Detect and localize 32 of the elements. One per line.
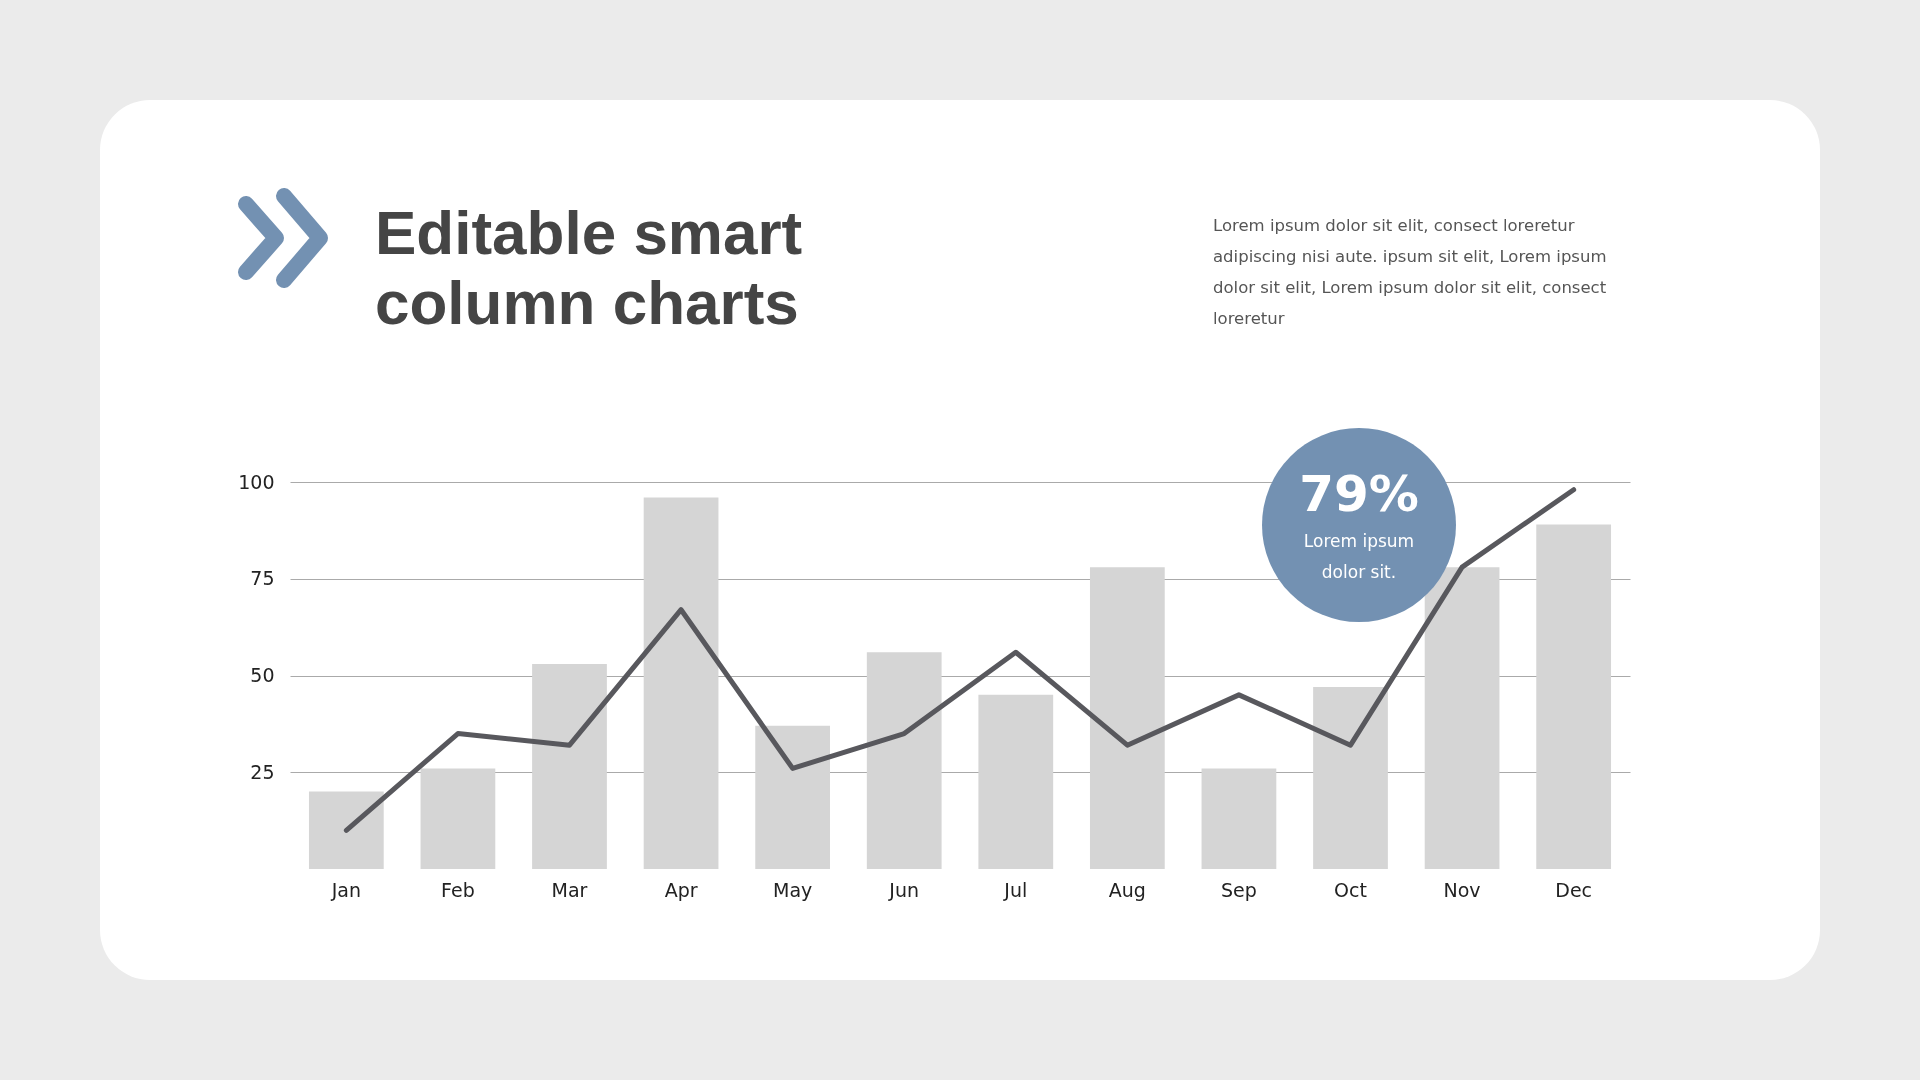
y-tick-label: 75 xyxy=(250,567,275,590)
annotation: 79% xyxy=(1298,465,1420,523)
bar xyxy=(643,497,719,869)
bar xyxy=(420,768,496,869)
bar xyxy=(1201,768,1277,869)
bar xyxy=(532,663,607,869)
x-tick-label: Apr xyxy=(664,878,698,901)
x-tick-label: Oct xyxy=(1334,878,1367,901)
x-tick-label: Sep xyxy=(1221,878,1257,901)
bar xyxy=(1089,567,1165,869)
x-tick-label: Jan xyxy=(330,878,361,901)
x-tick-label: Mar xyxy=(551,878,588,901)
bar xyxy=(1536,524,1612,869)
x-tick-label: Feb xyxy=(441,878,475,901)
bar xyxy=(755,725,831,869)
annotation: Lorem ipsum dolor sit. xyxy=(1302,530,1416,584)
x-tick-label: May xyxy=(773,878,813,901)
bar xyxy=(1424,567,1500,869)
x-tick-label: Nov xyxy=(1443,878,1481,901)
x-tick-label: Jun xyxy=(888,878,920,901)
y-tick-label: 50 xyxy=(250,664,275,686)
bar xyxy=(978,694,1054,869)
y-tick-label: 25 xyxy=(250,760,275,783)
x-tick-label: Jul xyxy=(1003,878,1028,901)
x-tick-label: Dec xyxy=(1555,878,1593,901)
y-tick-label: 100 xyxy=(238,470,275,493)
bar xyxy=(866,652,942,869)
x-tick-label: Aug xyxy=(1108,878,1146,901)
bar xyxy=(308,791,384,869)
chart-title: Editable smart column charts xyxy=(375,198,804,338)
bar xyxy=(1313,687,1388,869)
chart-subtitle: Lorem ipsum dolor sit elit, consect loreretur adipiscing nisi aute. ipsum sit elit, Lorem ipsum dolor sit elit, Lorem ipsum dolor sit elit, consect loreretur xyxy=(1213,215,1608,330)
